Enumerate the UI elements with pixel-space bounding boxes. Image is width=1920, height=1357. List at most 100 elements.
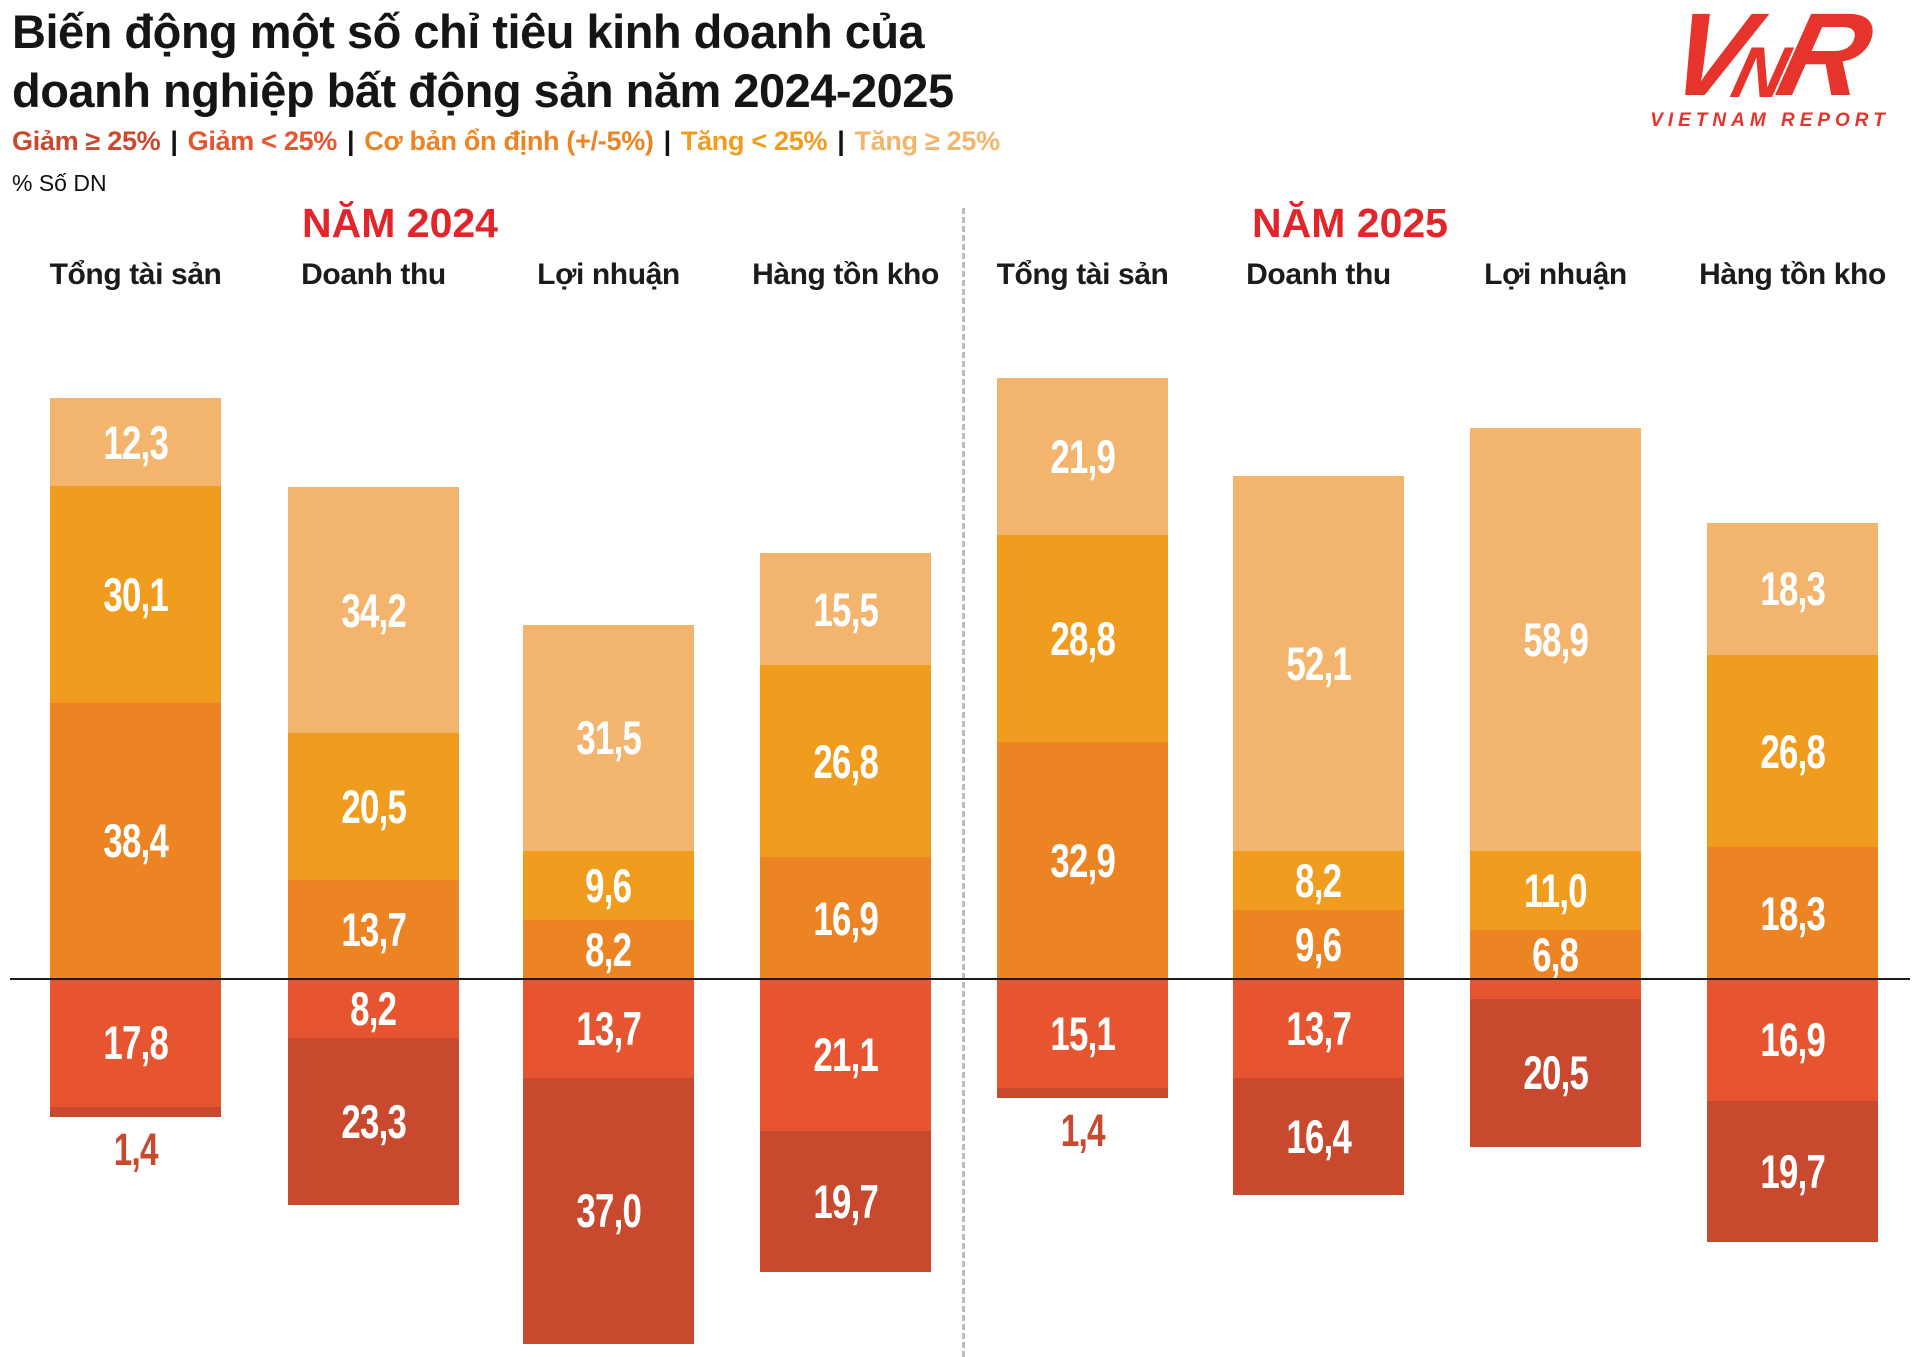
segment-value-label: 13,7	[341, 903, 406, 957]
bar-segment: 16,9	[1707, 979, 1878, 1101]
legend-separator: |	[170, 126, 178, 156]
segment-value-label: 20,5	[341, 780, 406, 834]
bar-segment: 13,7	[523, 979, 694, 1078]
bar-segment: 23,3	[288, 1037, 459, 1206]
bar-segment: 37,0	[523, 1077, 694, 1344]
bar-segment: 8,2	[1233, 851, 1404, 910]
vnr-logo-letters: V N R	[1637, 0, 1903, 121]
legend-item-1: Giảm < 25%	[187, 126, 338, 156]
segment-value-label: 16,4	[1286, 1109, 1351, 1163]
bar-segment: 19,7	[760, 1130, 931, 1273]
category-header-2024-0: Tổng tài sản	[49, 258, 222, 291]
segment-value-label: 8,2	[350, 981, 397, 1035]
category-header-2025-3: Hàng tồn kho	[1699, 258, 1886, 291]
bar-segment: 9,6	[523, 851, 694, 921]
bar-segment: 21,1	[760, 979, 931, 1131]
segment-value-label: 1,4	[113, 1124, 158, 1176]
category-header-2024-2: Lợi nhuận	[537, 258, 680, 291]
segment-value-label: 6,8	[1532, 928, 1579, 982]
below-bar-value-label: 1,4	[997, 1108, 1168, 1153]
legend-separator: |	[347, 126, 355, 156]
segment-value-label: 30,1	[103, 568, 168, 622]
bar-segment	[997, 1087, 1168, 1098]
legend-item-4: Tăng ≥ 25%	[854, 126, 1000, 156]
segment-value-label: 21,9	[1050, 430, 1115, 484]
segment-value-label: 19,7	[813, 1175, 878, 1229]
bar-segment: 17,8	[50, 979, 221, 1107]
bar-segment: 6,8	[1470, 930, 1641, 979]
bar-segment: 26,8	[760, 664, 931, 858]
segment-value-label: 19,7	[1760, 1144, 1825, 1198]
bar-segment: 20,5	[1470, 999, 1641, 1147]
segment-value-label: 21,1	[813, 1028, 878, 1082]
bar-segment: 15,1	[997, 979, 1168, 1088]
segment-value-label: 9,6	[1295, 917, 1342, 971]
segment-value-label: 8,2	[585, 923, 632, 976]
bar-segment: 26,8	[1707, 654, 1878, 848]
category-header-2024-3: Hàng tồn kho	[752, 258, 939, 291]
title-line-2: doanh nghiệp bất động sản năm 2024-2025	[12, 64, 954, 117]
legend-item-0: Giảm ≥ 25%	[12, 126, 161, 156]
bar-segment: 18,3	[1707, 847, 1878, 979]
bar-segment: 52,1	[1233, 476, 1404, 851]
bar-segment: 16,9	[760, 857, 931, 979]
segment-value-label: 13,7	[576, 1001, 641, 1055]
category-header-2025-1: Doanh thu	[1246, 258, 1391, 291]
segment-value-label: 15,5	[813, 582, 878, 636]
bar-segment: 32,9	[997, 742, 1168, 979]
segment-value-label: 37,0	[576, 1184, 641, 1237]
category-header-2025-2: Lợi nhuận	[1484, 258, 1627, 291]
segment-value-label: 17,8	[103, 1016, 168, 1070]
segment-value-label: 18,3	[1760, 886, 1825, 940]
segment-value-label: 31,5	[576, 711, 641, 765]
segment-value-label: 8,2	[1295, 853, 1342, 907]
segment-value-label: 11,0	[1524, 864, 1588, 918]
bar-segment: 13,7	[288, 880, 459, 979]
segment-value-label: 1,4	[1060, 1104, 1105, 1156]
legend: Giảm ≥ 25% | Giảm < 25% | Cơ bản ổn định (+/…	[12, 126, 1000, 157]
segment-value-label: 12,3	[103, 415, 168, 469]
bar-segment	[50, 1106, 221, 1118]
bar-segment: 8,2	[523, 920, 694, 979]
logo-caption: VIETNAM REPORT	[1650, 109, 1890, 131]
legend-separator: |	[663, 126, 672, 156]
legend-item-2: Cơ bản ổn định (+/-5%)	[364, 126, 654, 156]
segment-value-label: 26,8	[813, 734, 878, 788]
page-title: Biến động một số chỉ tiêu kinh doanh của…	[12, 2, 954, 120]
bar-segment: 19,7	[1707, 1100, 1878, 1243]
bar-segment: 11,0	[1470, 851, 1641, 931]
segment-value-label: 28,8	[1050, 612, 1115, 666]
bar-segment: 34,2	[288, 487, 459, 734]
bar-segment: 13,7	[1233, 979, 1404, 1078]
title-line-1: Biến động một số chỉ tiêu kinh doanh của	[12, 5, 925, 58]
legend-separator: |	[837, 126, 845, 156]
segment-value-label: 26,8	[1760, 724, 1825, 778]
segment-value-label: 18,3	[1760, 562, 1825, 616]
segment-value-label: 9,6	[585, 859, 632, 913]
segment-value-label: 58,9	[1523, 612, 1588, 666]
bar-segment: 8,2	[288, 979, 459, 1038]
bar-segment: 28,8	[997, 535, 1168, 743]
segment-value-label: 38,4	[103, 814, 168, 868]
bar-segment: 30,1	[50, 486, 221, 703]
bar-segment: 12,3	[50, 398, 221, 487]
segment-value-label: 23,3	[341, 1095, 406, 1149]
bar-segment	[1470, 979, 1641, 1000]
bar-segment: 21,9	[997, 377, 1168, 536]
group-header-2025: NĂM 2025	[1252, 200, 1448, 246]
zero-baseline	[10, 978, 1910, 980]
vietnam-report-logo: V N R VIETNAM REPORT	[1650, 0, 1890, 132]
bar-segment: 20,5	[288, 733, 459, 881]
bar-segment: 15,5	[760, 553, 931, 665]
segment-value-label: 34,2	[341, 583, 406, 637]
logo-letter-r: R	[1766, 0, 1885, 121]
bar-segment: 58,9	[1470, 427, 1641, 851]
segment-value-label: 16,9	[1760, 1013, 1825, 1067]
bar-segment: 16,4	[1233, 1077, 1404, 1196]
segment-value-label: 13,7	[1286, 1001, 1351, 1055]
bar-segment: 9,6	[1233, 909, 1404, 979]
category-header-2024-1: Doanh thu	[301, 258, 446, 291]
below-bar-value-label: 1,4	[50, 1127, 221, 1172]
segment-value-label: 15,1	[1050, 1006, 1115, 1060]
